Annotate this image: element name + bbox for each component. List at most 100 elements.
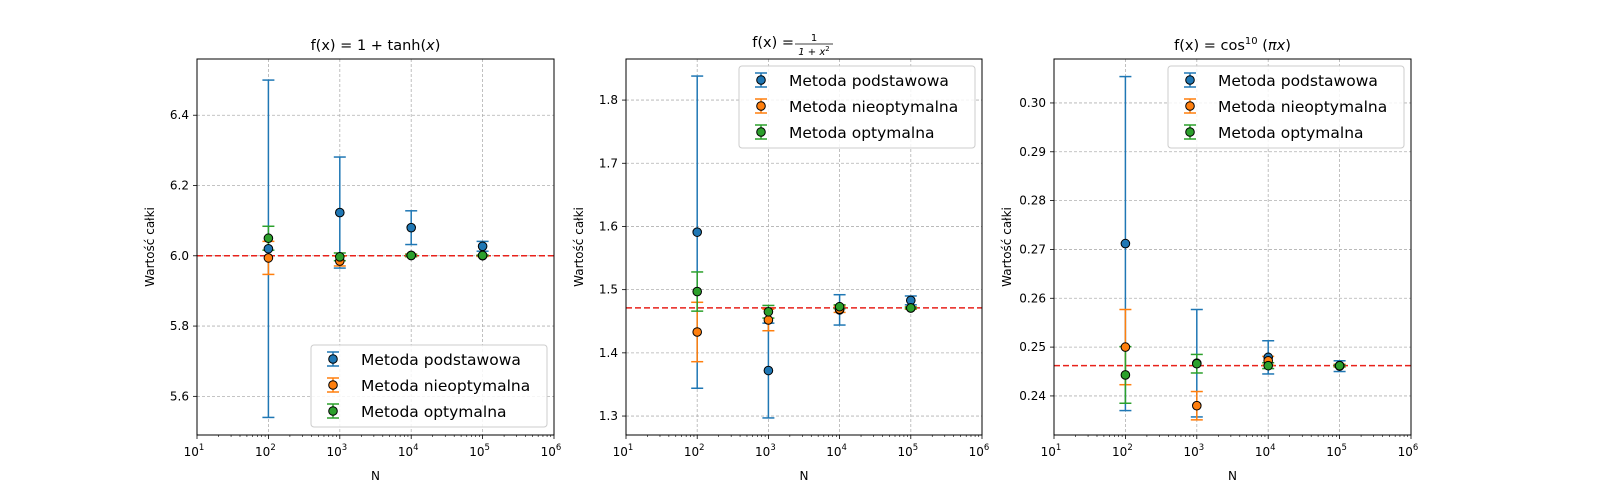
- legend-marker: [328, 406, 338, 416]
- legend-item-1: Metoda podstawowa: [327, 351, 521, 369]
- data-point: [335, 252, 345, 262]
- axes-frame: [1053, 58, 1412, 436]
- y-axis-label: Wartość całki: [1000, 207, 1014, 287]
- y-tick-label: 0.27: [1019, 242, 1046, 256]
- x-tick-label: 105: [897, 443, 918, 459]
- data-point: [692, 327, 703, 337]
- y-axis-label: Wartość całki: [572, 207, 586, 287]
- legend-marker: [1185, 127, 1195, 137]
- data-point: [763, 315, 774, 325]
- legend-box: [1167, 65, 1405, 149]
- data-point: [834, 301, 845, 312]
- x-tick-label: 106: [541, 443, 562, 459]
- y-tick-label: 5.6: [170, 389, 189, 403]
- y-tick-label: 1.3: [599, 409, 618, 423]
- y-tick-label: 5.8: [170, 319, 189, 333]
- data-point: [263, 243, 274, 254]
- data-point: [1192, 358, 1202, 369]
- legend-label: Metoda optymalna: [361, 403, 507, 421]
- y-tick-label: 6.2: [170, 179, 189, 193]
- y-tick-label: 1.7: [599, 156, 618, 170]
- legend-label: Metoda podstawowa: [361, 351, 521, 369]
- y-tick-label: 0.29: [1019, 145, 1046, 159]
- x-axis-label: N: [371, 469, 380, 483]
- data-point: [1263, 360, 1273, 371]
- chart-title: f(x) =: [752, 35, 794, 51]
- y-tick-label: 0.24: [1019, 389, 1046, 403]
- y-tick-label: 0.30: [1019, 96, 1046, 110]
- x-tick-label: 105: [1326, 443, 1347, 459]
- x-tick-label: 101: [184, 443, 205, 459]
- x-tick-label: 102: [1112, 443, 1133, 459]
- data-point: [1192, 400, 1202, 411]
- y-axis-label: Wartość całki: [143, 207, 157, 287]
- data-point: [263, 233, 274, 244]
- legend-marker: [756, 127, 766, 137]
- data-point: [1120, 342, 1131, 352]
- legend-label: Metoda nieoptymalna: [361, 377, 530, 395]
- data-point: [406, 250, 417, 261]
- y-tick-label: 1.4: [599, 346, 618, 360]
- legend-marker: [756, 101, 766, 111]
- title-fraction-numerator: 1: [811, 33, 817, 44]
- x-tick-label: 104: [826, 443, 847, 459]
- legend-item-1: Metoda podstawowa: [755, 72, 949, 90]
- data-point: [763, 306, 774, 317]
- y-tick-label: 0.26: [1019, 291, 1046, 305]
- x-tick-label: 106: [1398, 443, 1419, 459]
- data-point: [763, 365, 774, 376]
- axes-frame: [625, 58, 983, 436]
- legend-box: [738, 65, 976, 149]
- data-point: [335, 207, 345, 218]
- x-tick-label: 104: [398, 443, 419, 459]
- y-tick-label: 0.28: [1019, 194, 1046, 208]
- legend-item-3: Metoda optymalna: [1184, 124, 1364, 142]
- x-tick-label: 102: [684, 443, 705, 459]
- x-tick-label: 103: [1183, 443, 1204, 459]
- data-point: [477, 250, 488, 261]
- x-tick-label: 104: [1255, 443, 1276, 459]
- legend-marker: [1185, 75, 1195, 85]
- x-tick-label: 101: [1041, 443, 1062, 459]
- legend-label: Metoda optymalna: [1218, 124, 1364, 142]
- legend-label: Metoda podstawowa: [1218, 72, 1378, 90]
- panel-1: 101 102 103 104 105 106 5.6 5.8 6.0 6.2 6.4 N Wartoś…: [143, 38, 561, 483]
- legend: Metoda podstawowa Metoda nieoptymalna Meto…: [738, 65, 976, 149]
- y-tick-label: 1.8: [599, 93, 618, 107]
- x-tick-label: 101: [613, 443, 634, 459]
- legend-item-1: Metoda podstawowa: [1184, 72, 1378, 90]
- x-tick-label: 103: [326, 443, 347, 459]
- legend-marker: [1185, 101, 1195, 111]
- axes-frame: [196, 58, 555, 436]
- data-point: [906, 303, 916, 313]
- x-axis-label: N: [800, 469, 809, 483]
- y-tick-label: 6.0: [170, 249, 189, 263]
- title-fraction-denominator: 1 + x2: [798, 45, 830, 58]
- legend-label: Metoda nieoptymalna: [1218, 98, 1387, 116]
- y-tick-label: 0.25: [1019, 340, 1046, 354]
- x-tick-label: 102: [255, 443, 276, 459]
- data-point: [406, 222, 417, 233]
- legend-label: Metoda optymalna: [789, 124, 935, 142]
- legend-item-2: Metoda nieoptymalna: [327, 377, 530, 395]
- legend: Metoda podstawowa Metoda nieoptymalna Meto…: [1167, 65, 1405, 149]
- legend-item-2: Metoda nieoptymalna: [1184, 98, 1387, 116]
- legend: Metoda podstawowa Metoda nieoptymalna Meto…: [310, 344, 548, 428]
- chart-title: f(x) = 1 + tanh(x): [311, 38, 441, 54]
- panel-3: 101 102 103 104 105 106 0.24 0.25 0.26 0.27 0.28 0.…: [1000, 36, 1418, 483]
- y-tick-label: 6.4: [170, 108, 189, 122]
- data-point: [263, 253, 274, 263]
- data-point: [1120, 370, 1131, 380]
- data-point: [1334, 360, 1345, 371]
- legend-marker: [328, 380, 338, 390]
- x-axis-label: N: [1228, 469, 1237, 483]
- data-point: [692, 227, 703, 237]
- panel-2: 101 102 103 104 105 106 1.3 1.4 1.5 1.6 1.7 1.8 N War…: [572, 33, 989, 483]
- legend-item-3: Metoda optymalna: [755, 124, 935, 142]
- legend-box: [310, 344, 548, 428]
- y-tick-label: 1.6: [599, 219, 618, 233]
- legend-label: Metoda nieoptymalna: [789, 98, 958, 116]
- x-tick-label: 105: [469, 443, 490, 459]
- legend-marker: [756, 75, 766, 85]
